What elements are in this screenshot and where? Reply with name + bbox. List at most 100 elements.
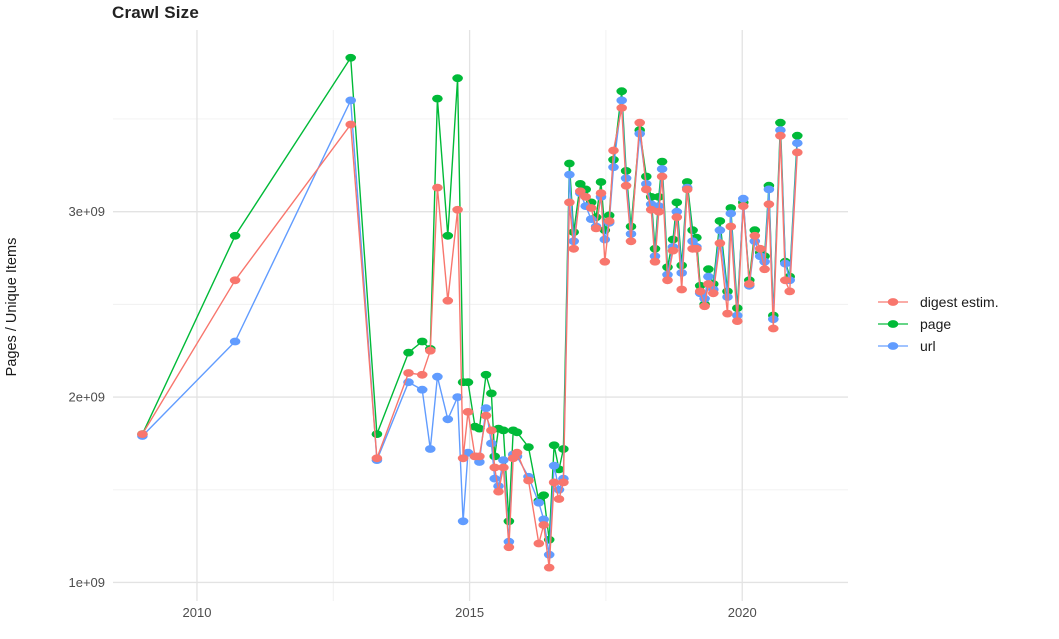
data-point <box>653 207 665 216</box>
data-point <box>687 226 698 235</box>
data-point <box>452 74 463 83</box>
data-point <box>442 296 454 305</box>
data-point <box>616 104 627 112</box>
data-point <box>625 237 637 246</box>
data-point <box>425 445 436 453</box>
data-point <box>503 517 515 526</box>
data-point <box>649 257 661 266</box>
data-point <box>694 287 706 296</box>
data-point <box>486 439 497 448</box>
data-point <box>703 265 714 274</box>
data-point <box>442 231 454 240</box>
data-point <box>568 244 579 253</box>
legend-label-url: url <box>920 338 936 354</box>
data-point <box>493 487 504 496</box>
data-point <box>480 370 492 379</box>
data-point <box>548 461 560 470</box>
data-point <box>416 337 428 346</box>
y-tick-label: 1e+09 <box>68 575 105 590</box>
data-point <box>345 53 357 62</box>
data-point <box>722 309 733 318</box>
data-point <box>416 385 428 394</box>
data-point <box>754 244 766 253</box>
data-point <box>523 443 534 451</box>
data-point <box>580 193 591 201</box>
data-point <box>656 165 668 173</box>
data-point <box>703 272 714 281</box>
data-point <box>595 178 607 186</box>
data-point <box>738 202 749 211</box>
data-point <box>543 550 555 559</box>
data-point <box>462 378 474 387</box>
chart-title: Crawl Size <box>112 3 200 22</box>
legend-label-digest: digest estim. <box>920 294 999 310</box>
data-point <box>575 187 586 196</box>
data-point <box>656 157 668 166</box>
data-point <box>371 430 383 438</box>
data-point <box>681 185 693 194</box>
legend-item-digest[interactable]: digest estim. <box>876 291 999 313</box>
data-point <box>616 96 627 105</box>
legend-item-page[interactable]: page <box>876 313 999 335</box>
x-tick-label: 2015 <box>455 605 484 620</box>
data-point <box>703 280 714 288</box>
data-point <box>780 276 791 285</box>
data-point <box>676 285 687 294</box>
data-point <box>371 454 383 463</box>
data-point <box>416 370 428 379</box>
data-point <box>425 346 436 355</box>
data-point <box>768 324 779 333</box>
x-tick-label: 2010 <box>183 605 212 620</box>
data-point <box>603 217 615 225</box>
data-point <box>667 246 679 255</box>
x-tick-label: 2020 <box>728 605 757 620</box>
data-point <box>564 159 575 168</box>
data-point <box>493 482 504 490</box>
data-point <box>345 96 357 105</box>
data-point <box>784 287 795 296</box>
data-point <box>599 257 611 266</box>
data-point <box>533 539 545 548</box>
legend: digest estim. page url <box>876 291 999 357</box>
data-point <box>229 231 241 240</box>
data-point <box>725 209 737 218</box>
data-point <box>708 289 719 298</box>
data-point <box>775 126 786 134</box>
data-point <box>403 369 414 377</box>
gridlines <box>113 30 848 601</box>
data-point <box>229 276 241 285</box>
data-point <box>608 163 619 172</box>
data-point <box>480 404 492 413</box>
data-point <box>714 226 726 235</box>
data-point <box>744 280 755 288</box>
data-point <box>523 476 534 485</box>
data-point <box>503 543 515 552</box>
data-point <box>548 478 560 487</box>
data-point <box>462 408 474 416</box>
data-point <box>634 118 645 127</box>
data-point <box>553 495 565 503</box>
data-point <box>671 207 683 216</box>
data-point <box>498 463 509 472</box>
data-point <box>763 185 775 194</box>
data-point <box>457 517 469 526</box>
data-point <box>775 131 786 140</box>
data-point <box>699 302 710 311</box>
series-digestestim <box>137 104 803 572</box>
data-point <box>671 213 683 222</box>
data-point <box>595 189 607 198</box>
legend-item-url[interactable]: url <box>876 335 999 357</box>
data-point <box>452 205 463 214</box>
data-point <box>457 454 469 463</box>
data-point <box>714 239 726 248</box>
data-point <box>498 426 509 435</box>
data-point <box>676 269 687 277</box>
data-point <box>653 193 665 201</box>
digest-legend-key-icon <box>878 298 908 306</box>
data-point <box>137 430 148 438</box>
data-point <box>641 185 652 194</box>
data-point <box>558 478 569 487</box>
data-point <box>759 265 770 274</box>
data-point <box>533 498 545 507</box>
